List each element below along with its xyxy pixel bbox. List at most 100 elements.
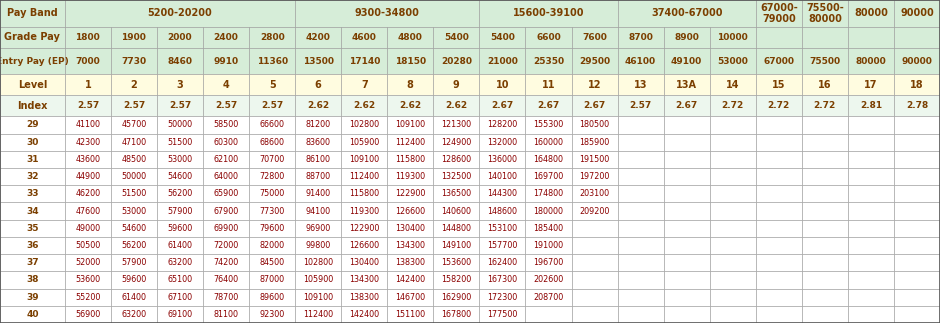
- Text: 43600: 43600: [75, 155, 101, 164]
- Text: 191000: 191000: [533, 241, 564, 250]
- Text: 79600: 79600: [259, 224, 285, 233]
- Bar: [894, 168, 940, 185]
- Text: 2.67: 2.67: [676, 101, 697, 110]
- Text: 17140: 17140: [349, 57, 380, 66]
- Bar: [894, 0, 940, 27]
- Text: 29: 29: [26, 120, 39, 130]
- Text: 60300: 60300: [213, 138, 239, 147]
- Text: 119300: 119300: [395, 172, 426, 181]
- Bar: [848, 27, 894, 48]
- Text: 80000: 80000: [854, 8, 888, 18]
- Bar: [111, 185, 157, 203]
- Bar: [894, 185, 940, 203]
- Bar: [433, 288, 479, 306]
- Text: 66600: 66600: [259, 120, 285, 130]
- Text: Index: Index: [17, 101, 48, 111]
- Text: 5400: 5400: [444, 33, 469, 42]
- Bar: [525, 134, 572, 151]
- Text: 2: 2: [131, 80, 137, 90]
- Bar: [203, 271, 249, 288]
- Bar: [65, 306, 111, 323]
- Text: 53600: 53600: [75, 276, 101, 285]
- Text: 40: 40: [26, 310, 39, 319]
- Bar: [203, 237, 249, 254]
- Text: 37: 37: [26, 258, 39, 267]
- Bar: [341, 95, 387, 116]
- Bar: [433, 116, 479, 134]
- Bar: [894, 306, 940, 323]
- Bar: [111, 95, 157, 116]
- Bar: [157, 75, 203, 95]
- Bar: [295, 254, 341, 271]
- Text: 39: 39: [26, 293, 39, 302]
- Text: 75500-
80000: 75500- 80000: [806, 3, 844, 24]
- Text: 2.57: 2.57: [77, 101, 99, 110]
- Text: 202600: 202600: [533, 276, 564, 285]
- Text: 126600: 126600: [395, 207, 426, 215]
- Bar: [618, 116, 664, 134]
- Bar: [295, 116, 341, 134]
- Bar: [894, 75, 940, 95]
- Bar: [572, 75, 618, 95]
- Bar: [65, 48, 111, 75]
- Bar: [618, 203, 664, 220]
- Bar: [848, 48, 894, 75]
- Bar: [65, 220, 111, 237]
- Bar: [479, 48, 525, 75]
- Bar: [710, 288, 756, 306]
- Bar: [756, 27, 802, 48]
- Text: 5400: 5400: [490, 33, 515, 42]
- Text: 99800: 99800: [306, 241, 331, 250]
- Text: 134300: 134300: [396, 241, 425, 250]
- Text: 138300: 138300: [396, 258, 425, 267]
- Text: 130400: 130400: [350, 258, 379, 267]
- Text: 50000: 50000: [167, 120, 193, 130]
- Text: 47100: 47100: [121, 138, 147, 147]
- Text: 112400: 112400: [349, 172, 380, 181]
- Bar: [848, 75, 894, 95]
- Text: 164800: 164800: [534, 155, 563, 164]
- Text: 174800: 174800: [533, 189, 564, 198]
- Bar: [157, 203, 203, 220]
- Bar: [433, 75, 479, 95]
- Text: 177500: 177500: [487, 310, 518, 319]
- Text: 128600: 128600: [441, 155, 472, 164]
- Bar: [0, 27, 65, 48]
- Bar: [249, 237, 295, 254]
- Text: 50500: 50500: [75, 241, 101, 250]
- Bar: [65, 116, 111, 134]
- Bar: [203, 185, 249, 203]
- Text: 77300: 77300: [259, 207, 285, 215]
- Bar: [572, 116, 618, 134]
- Text: 92300: 92300: [259, 310, 285, 319]
- Text: 7600: 7600: [582, 33, 607, 42]
- Bar: [157, 116, 203, 134]
- Text: 75000: 75000: [259, 189, 285, 198]
- Bar: [756, 168, 802, 185]
- Text: 2.57: 2.57: [261, 101, 283, 110]
- Bar: [111, 288, 157, 306]
- Text: 102800: 102800: [303, 258, 334, 267]
- Text: 74200: 74200: [213, 258, 239, 267]
- Bar: [249, 151, 295, 168]
- Text: 15600-39100: 15600-39100: [512, 8, 585, 18]
- Bar: [479, 203, 525, 220]
- Text: 136500: 136500: [441, 189, 472, 198]
- Text: 46100: 46100: [625, 57, 656, 66]
- Text: 35: 35: [26, 224, 39, 233]
- Bar: [0, 48, 65, 75]
- Text: 119300: 119300: [349, 207, 380, 215]
- Bar: [111, 220, 157, 237]
- Text: 146700: 146700: [395, 293, 426, 302]
- Bar: [0, 185, 65, 203]
- Bar: [433, 254, 479, 271]
- Bar: [387, 271, 433, 288]
- Text: 153100: 153100: [487, 224, 518, 233]
- Bar: [157, 237, 203, 254]
- Text: 13: 13: [634, 80, 648, 90]
- Bar: [65, 27, 111, 48]
- Bar: [525, 237, 572, 254]
- Bar: [525, 27, 572, 48]
- Text: 56900: 56900: [75, 310, 101, 319]
- Text: 180500: 180500: [579, 120, 610, 130]
